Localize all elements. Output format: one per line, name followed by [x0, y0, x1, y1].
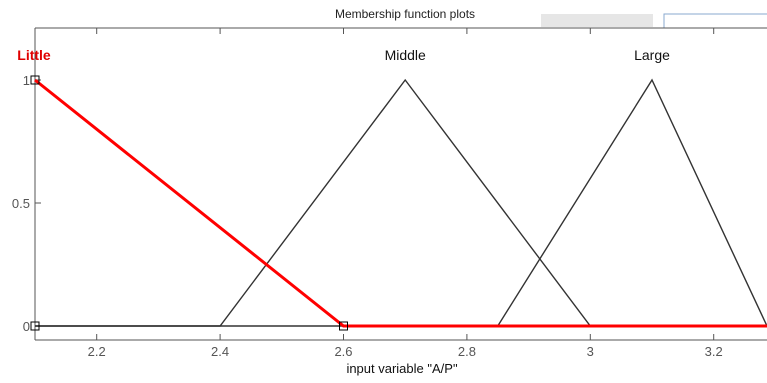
mf-vertex-handle[interactable]: [339, 321, 348, 331]
x-axis-title: input variable "A/P": [346, 361, 458, 376]
panel-box-edge: [663, 13, 767, 28]
x-tick-label: 3: [587, 344, 594, 359]
x-tick-label: 2.4: [211, 344, 229, 359]
mf-label-middle[interactable]: Middle: [385, 47, 426, 63]
mf-curve-little[interactable]: [34, 78, 767, 328]
mf-label-little[interactable]: Little: [17, 47, 51, 63]
x-tick-label: 3.2: [705, 344, 723, 359]
mf-label-large[interactable]: Large: [634, 47, 670, 63]
mf-vertex-handle[interactable]: [30, 321, 40, 331]
plot-area: [35, 28, 767, 340]
mf-curve-large[interactable]: [35, 78, 767, 327]
panel-title: Membership function plots: [335, 7, 475, 21]
y-tick-label: 0.5: [12, 196, 30, 211]
y-tick-label: 1: [23, 73, 30, 88]
mf-vertex-handle[interactable]: [30, 75, 40, 85]
y-tick-label: 0: [23, 319, 30, 334]
x-tick-label: 2.8: [458, 344, 476, 359]
x-tick-label: 2.2: [88, 344, 106, 359]
scrollbar-track[interactable]: [541, 14, 653, 27]
x-tick-label: 2.6: [334, 344, 352, 359]
